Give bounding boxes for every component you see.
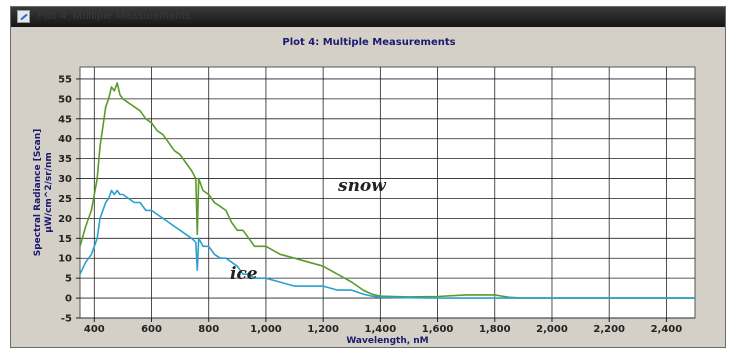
- y-tick-label: -5: [61, 314, 72, 325]
- window-titlebar[interactable]: Plot 4: Multiple Measurements: [11, 7, 725, 27]
- y-tick-label: 5: [65, 274, 72, 285]
- y-tick-label: 0: [65, 294, 72, 305]
- y-tick-label: 20: [58, 214, 72, 225]
- ice-annotation: ice: [230, 264, 258, 284]
- window-title: Plot 4: Multiple Measurements: [37, 10, 191, 22]
- plot-title: Plot 4: Multiple Measurements: [282, 37, 456, 48]
- y-tick-label: 25: [58, 194, 72, 205]
- x-tick-label: 2,000: [536, 324, 568, 335]
- y-axis-label-units: μW/cm^2/sr/nm: [44, 152, 54, 233]
- y-tick-label: 30: [58, 174, 72, 185]
- x-tick-label: 400: [84, 324, 105, 335]
- series-line-snow: [79, 82, 695, 299]
- y-tick-label: 35: [58, 154, 72, 165]
- x-tick-label: 1,400: [365, 324, 397, 335]
- plot-area: [79, 66, 696, 319]
- y-axis-label: Spectral Radiance [Scan]: [33, 129, 43, 257]
- y-tick-label: 55: [58, 74, 72, 85]
- x-tick-label: 1,600: [422, 324, 454, 335]
- series-line-ice: [79, 189, 695, 299]
- x-tick-label: 800: [198, 324, 219, 335]
- y-tick-label: 50: [58, 94, 72, 105]
- y-tick-label: 40: [58, 134, 72, 145]
- app-icon: [17, 10, 30, 23]
- y-tick-label: 15: [58, 234, 72, 245]
- x-tick-label: 2,400: [651, 324, 683, 335]
- x-tick-label: 1,800: [479, 324, 511, 335]
- x-tick-label: 1,000: [250, 324, 282, 335]
- x-axis-label: Wavelength, nM: [346, 336, 428, 346]
- x-tick-label: 2,200: [593, 324, 625, 335]
- y-tick-label: 10: [58, 254, 72, 265]
- x-tick-label: 1,200: [307, 324, 339, 335]
- x-tick-label: 600: [141, 324, 162, 335]
- snow-annotation: snow: [338, 176, 386, 196]
- y-tick-label: 45: [58, 114, 72, 125]
